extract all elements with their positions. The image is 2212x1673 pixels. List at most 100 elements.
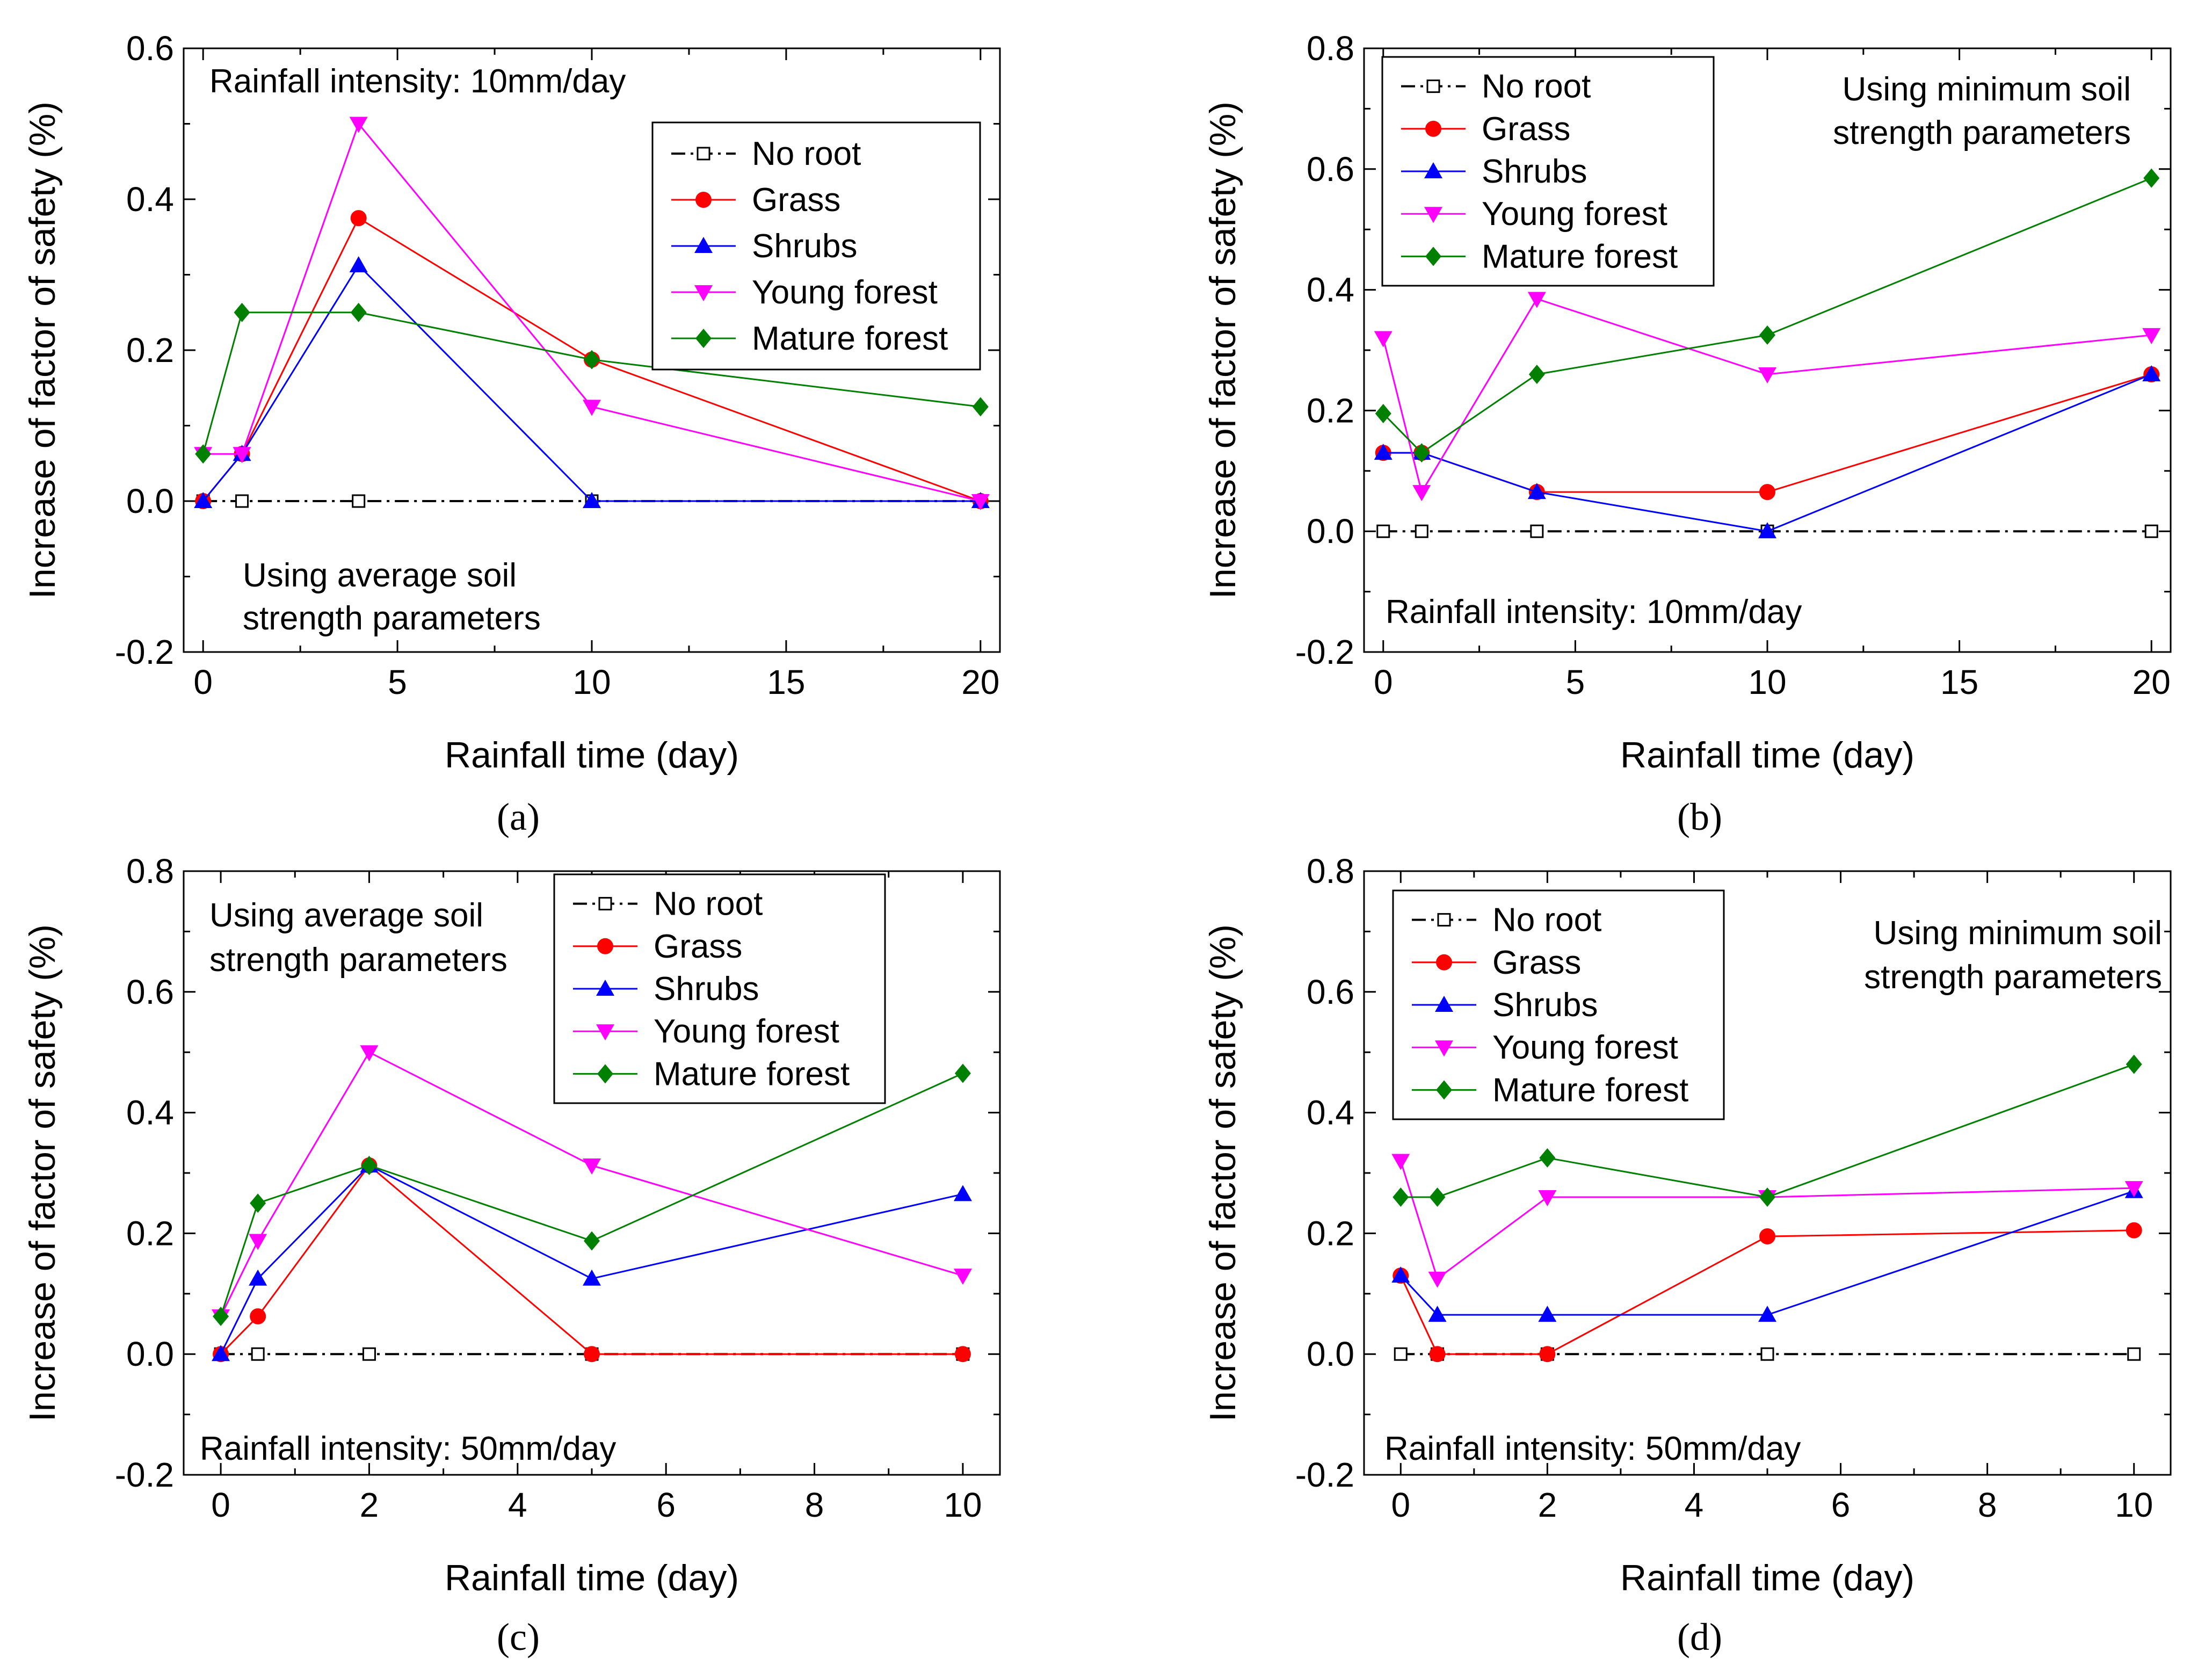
x-tick-label: 5 <box>1566 663 1585 701</box>
marker-no-root-2 <box>1530 524 1544 538</box>
y-tick-label: 0.8 <box>126 852 174 890</box>
annotation-text: strength parameters <box>243 600 541 637</box>
marker-no-root-1 <box>1415 524 1428 538</box>
legend-label-mature-forest: Mature forest <box>654 1055 850 1092</box>
y-tick-label: 0.4 <box>1307 1093 1354 1132</box>
marker-no-root <box>1437 913 1451 927</box>
legend-label-young-forest: Young forest <box>1492 1029 1678 1066</box>
marker-no-root-4 <box>2144 524 2158 538</box>
legend-label-no-root: No root <box>752 135 861 172</box>
marker-mature-forest <box>597 1064 613 1084</box>
annotation-text: Rainfall intensity: 10mm/day <box>1386 593 1802 631</box>
panel-caption: (b) <box>1677 795 1722 838</box>
marker-grass-3 <box>1759 1228 1775 1245</box>
x-tick-label: 10 <box>944 1486 982 1524</box>
x-axis-label: Rainfall time (day) <box>445 1558 739 1598</box>
chart-panel-c: 0 2 4 6 8 10 -0.2 0.0 0.2 0.4 0.6 0.8 Rainfall time … <box>22 852 1001 1658</box>
x-tick-label: 10 <box>1748 663 1786 701</box>
y-tick-label: 0.4 <box>126 1093 174 1132</box>
marker-young-forest-3 <box>583 1158 601 1175</box>
marker-grass-4 <box>954 1346 971 1363</box>
x-tick-label: 15 <box>1940 663 1978 701</box>
marker-young-forest-4 <box>971 494 990 510</box>
marker-shrubs-3 <box>1758 522 1776 539</box>
annotation-text: strength parameters <box>1864 959 2162 996</box>
y-axis-label: Increase of factor of safety (%) <box>22 924 63 1422</box>
x-tick-label: 0 <box>1374 663 1393 701</box>
marker-shrubs-2 <box>349 256 368 272</box>
legend-label-young-forest: Young forest <box>1482 195 1667 233</box>
y-tick-label: -0.2 <box>1295 1455 1354 1494</box>
x-tick-label: 4 <box>508 1486 527 1524</box>
y-tick-label: 0.8 <box>1307 852 1354 890</box>
marker-shrubs-2 <box>1538 1306 1557 1322</box>
marker-grass <box>597 938 613 954</box>
annotation-text: Rainfall intensity: 10mm/day <box>209 63 626 100</box>
marker-mature-forest-2 <box>1528 364 1545 384</box>
x-tick-label: 20 <box>2133 663 2171 701</box>
marker-young-forest-2 <box>1527 292 1546 308</box>
marker-mature-forest <box>695 329 712 348</box>
x-axis-label: Rainfall time (day) <box>1620 1558 1914 1598</box>
panel-caption: (a) <box>497 795 540 838</box>
legend-label-no-root: No root <box>1482 68 1591 105</box>
marker-grass-4 <box>2126 1222 2142 1239</box>
marker-shrubs <box>1424 162 1442 178</box>
y-tick-label: 0.2 <box>1307 1214 1354 1252</box>
y-axis-label: Increase of factor of safety (%) <box>1202 102 1243 599</box>
annotation-text: strength parameters <box>1833 114 2131 151</box>
marker-no-root-2 <box>362 1347 376 1361</box>
annotation-text: Using minimum soil <box>1874 915 2162 952</box>
x-axis-label: Rainfall time (day) <box>1620 735 1914 776</box>
annotation-text: Rainfall intensity: 50mm/day <box>200 1430 616 1467</box>
x-axis-label: Rainfall time (day) <box>445 735 739 776</box>
x-tick-label: 6 <box>656 1486 676 1524</box>
legend-label-no-root: No root <box>654 886 763 923</box>
marker-shrubs <box>596 980 614 996</box>
annotation-text: Using average soil <box>243 557 517 594</box>
marker-mature-forest-4 <box>2126 1054 2142 1074</box>
marker-grass <box>1436 954 1452 971</box>
y-tick-label: -0.2 <box>115 633 174 671</box>
legend: No root Grass Shrubs Young forest Mature for… <box>1392 889 1725 1120</box>
legend-label-grass: Grass <box>752 182 840 219</box>
y-tick-label: 0.6 <box>126 973 174 1011</box>
marker-grass-1 <box>250 1308 266 1324</box>
marker-young-forest-1 <box>1428 1271 1447 1288</box>
marker-no-root <box>697 147 710 161</box>
marker-young-forest <box>694 285 713 301</box>
marker-young-forest-0 <box>1391 1154 1410 1170</box>
marker-no-root <box>1426 79 1440 93</box>
y-tick-label: 0.6 <box>1307 973 1354 1011</box>
y-tick-label: 0.0 <box>126 1335 174 1373</box>
marker-grass-3 <box>584 1346 600 1363</box>
legend-label-shrubs: Shrubs <box>1482 153 1587 190</box>
marker-young-forest-1 <box>233 447 251 463</box>
marker-grass-1 <box>1429 1346 1446 1363</box>
marker-young-forest-1 <box>249 1234 267 1250</box>
marker-mature-forest-2 <box>1539 1148 1556 1168</box>
marker-mature-forest-1 <box>1429 1187 1446 1207</box>
chart-panel-d: 0 2 4 6 8 10 -0.2 0.0 0.2 0.4 0.6 0.8 Rainfall time … <box>1202 852 2172 1658</box>
chart-panel-b: 0 5 10 15 20 -0.2 0.0 0.2 0.4 0.6 0.8 Rainfall time… <box>1202 29 2172 838</box>
annotation-text: strength parameters <box>209 941 507 979</box>
y-tick-label: 0.2 <box>126 331 174 370</box>
y-tick-label: 0.4 <box>126 180 174 219</box>
marker-no-root-2 <box>352 494 366 508</box>
marker-shrubs-3 <box>583 492 601 508</box>
x-tick-label: 6 <box>1831 1486 1851 1524</box>
annotation-text: Using minimum soil <box>1843 71 2131 108</box>
legend: No root Grass Shrubs Young forest Mature for… <box>651 121 981 371</box>
annotation-text: Rainfall intensity: 50mm/day <box>1384 1430 1801 1467</box>
legend-label-grass: Grass <box>1492 944 1581 981</box>
marker-shrubs-0 <box>194 492 213 508</box>
x-tick-label: 0 <box>211 1486 230 1524</box>
marker-mature-forest-0 <box>1375 404 1391 424</box>
marker-shrubs-1 <box>1428 1306 1447 1322</box>
legend-label-shrubs: Shrubs <box>752 228 857 265</box>
marker-shrubs-4 <box>953 1185 972 1201</box>
marker-mature-forest-0 <box>195 444 212 464</box>
marker-grass <box>695 192 712 208</box>
marker-young-forest-0 <box>1374 331 1393 347</box>
marker-no-root-4 <box>2127 1347 2141 1361</box>
